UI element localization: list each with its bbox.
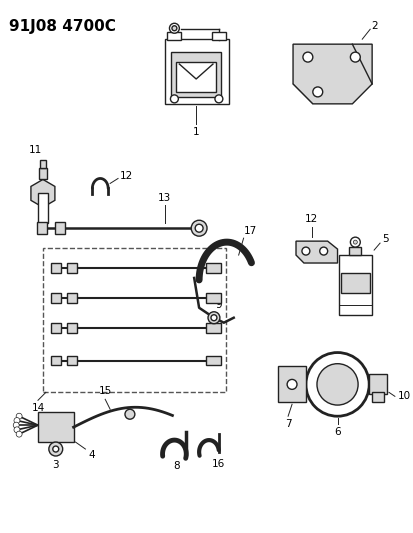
Circle shape — [191, 220, 206, 236]
Text: 15: 15 — [98, 386, 112, 397]
Bar — [206, 293, 221, 303]
Circle shape — [349, 237, 359, 247]
Circle shape — [195, 224, 203, 232]
Circle shape — [287, 379, 296, 389]
Bar — [176, 62, 216, 92]
Bar — [51, 293, 61, 303]
Circle shape — [316, 364, 357, 405]
Bar — [55, 222, 64, 234]
Bar — [66, 293, 76, 303]
Text: 5: 5 — [382, 234, 388, 244]
Bar — [206, 322, 221, 333]
Circle shape — [214, 95, 222, 103]
Bar — [40, 159, 46, 167]
Polygon shape — [31, 180, 55, 207]
Circle shape — [16, 431, 22, 437]
Text: 10: 10 — [397, 391, 411, 401]
Polygon shape — [292, 44, 371, 104]
Bar — [51, 322, 61, 333]
Bar — [38, 193, 48, 223]
Polygon shape — [295, 241, 337, 263]
Text: 6: 6 — [333, 427, 340, 437]
Circle shape — [125, 409, 135, 419]
Text: 14: 14 — [31, 403, 45, 413]
Bar — [338, 255, 371, 315]
Circle shape — [211, 315, 216, 321]
Circle shape — [169, 23, 179, 33]
Circle shape — [170, 95, 178, 103]
Bar — [206, 263, 221, 273]
Circle shape — [171, 26, 176, 31]
Text: 17: 17 — [243, 226, 256, 236]
Bar — [368, 375, 386, 394]
Bar — [66, 263, 76, 273]
Polygon shape — [39, 223, 47, 231]
Bar — [51, 356, 61, 366]
Bar — [171, 52, 221, 97]
Bar — [66, 356, 76, 366]
Bar — [206, 356, 221, 366]
Bar — [38, 412, 74, 442]
Bar — [339, 273, 369, 293]
Circle shape — [207, 312, 219, 324]
Text: 91J08 4700C: 91J08 4700C — [9, 19, 116, 34]
Circle shape — [49, 442, 62, 456]
Circle shape — [14, 427, 20, 433]
Circle shape — [13, 422, 19, 428]
Circle shape — [349, 52, 359, 62]
Circle shape — [16, 413, 22, 419]
Bar — [371, 392, 383, 402]
Bar — [51, 263, 61, 273]
Bar — [43, 248, 225, 392]
Text: 8: 8 — [173, 461, 179, 471]
Circle shape — [319, 247, 327, 255]
Bar — [167, 32, 181, 40]
Bar — [37, 222, 47, 234]
Text: 12: 12 — [304, 214, 318, 224]
Text: 7: 7 — [284, 419, 291, 429]
Text: 13: 13 — [157, 193, 171, 204]
Bar — [211, 32, 225, 40]
Circle shape — [53, 446, 59, 452]
Text: 11: 11 — [28, 144, 42, 155]
Bar — [278, 367, 305, 402]
Circle shape — [302, 52, 312, 62]
Text: 9: 9 — [215, 300, 222, 310]
Text: 16: 16 — [212, 459, 225, 469]
Text: 12: 12 — [119, 172, 132, 181]
Circle shape — [301, 247, 309, 255]
Circle shape — [353, 240, 356, 244]
Text: 4: 4 — [88, 450, 95, 460]
Bar — [39, 167, 47, 180]
Circle shape — [14, 417, 20, 424]
Circle shape — [312, 87, 322, 97]
Text: 1: 1 — [192, 127, 199, 136]
Circle shape — [305, 352, 368, 416]
Bar — [349, 247, 361, 255]
Text: 2: 2 — [370, 21, 377, 31]
Bar — [164, 39, 228, 104]
Text: 3: 3 — [52, 460, 59, 470]
Bar — [66, 322, 76, 333]
